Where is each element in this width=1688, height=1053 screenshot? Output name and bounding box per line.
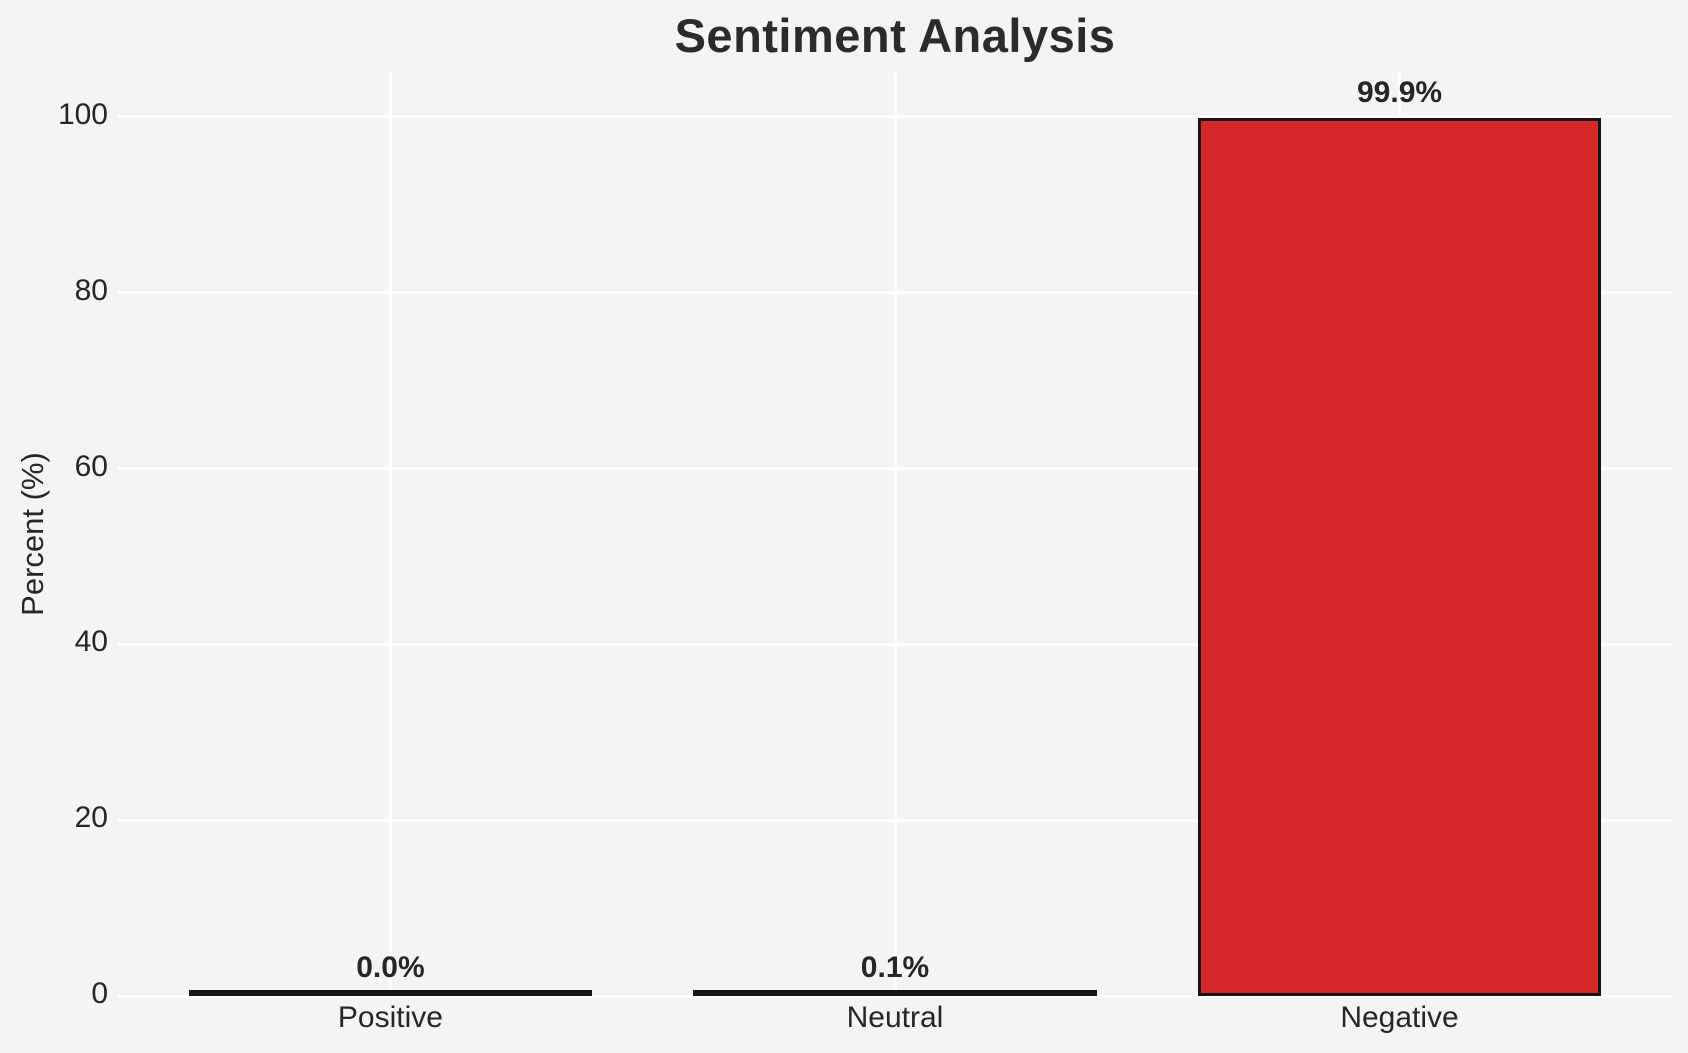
- y-tick-label-60: 60: [74, 449, 108, 483]
- plot-area: 0.0% 0.1% 99.9%: [118, 73, 1672, 998]
- bar-positive: [188, 990, 593, 996]
- y-tick-label-40: 40: [74, 625, 108, 659]
- bar-value-label-positive: 0.0%: [356, 951, 425, 984]
- y-tick-label-80: 80: [74, 273, 108, 307]
- bar-value-label-negative: 99.9%: [1356, 75, 1443, 109]
- y-tick-label-20: 20: [74, 801, 108, 835]
- bar-neutral: [693, 990, 1097, 996]
- x-tick-label-negative: Negative: [1340, 1001, 1459, 1034]
- x-tick-label-neutral: Neutral: [846, 1001, 944, 1034]
- bar-value-label-neutral: 0.1%: [860, 951, 930, 984]
- gridline-x-neutral: [893, 73, 897, 996]
- bar-negative: [1197, 117, 1602, 996]
- y-tick-label-0: 0: [91, 977, 108, 1010]
- gridline-y-0: [118, 994, 1672, 998]
- x-tick-label-positive: Positive: [337, 1001, 443, 1034]
- gridline-x-positive: [388, 73, 392, 996]
- y-tick-label-100: 100: [57, 97, 108, 131]
- chart-title: Sentiment Analysis: [674, 9, 1116, 62]
